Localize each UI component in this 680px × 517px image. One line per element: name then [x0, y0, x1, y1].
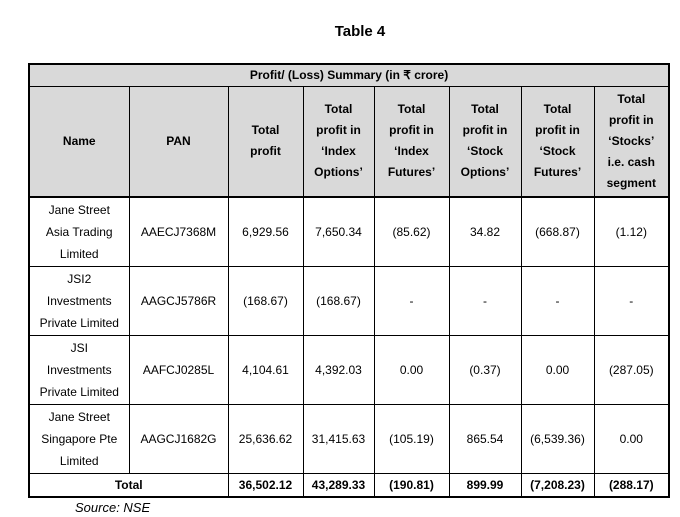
entity-name-cell: Jane Street Asia Trading Limited [28, 196, 130, 267]
index-options-cell: 7,650.34 [302, 196, 375, 267]
column-header-row: Name PAN Total profit Total profit in ‘I… [28, 85, 670, 198]
column-header-stock-options: Total profit in ‘Stock Options’ [448, 85, 522, 198]
index-futures-cell: (105.19) [373, 404, 450, 474]
cash-segment-cell: (287.05) [593, 335, 670, 405]
stock-options-cell: (0.37) [448, 335, 522, 405]
total-profit-cell: 6,929.56 [227, 196, 304, 267]
index-options-cell: 4,392.03 [302, 335, 375, 405]
table-caption-row: Profit/ (Loss) Summary (in ₹ crore) [28, 63, 670, 87]
cash-segment-cell: - [593, 266, 670, 336]
stock-options-cell: - [448, 266, 522, 336]
total-row: Total 36,502.12 43,289.33 (190.81) 899.9… [28, 473, 670, 497]
pan-cell: AAFCJ0285L [128, 335, 229, 405]
cash-segment-total-cell: (288.17) [593, 473, 670, 497]
cash-segment-cell: 0.00 [593, 404, 670, 474]
stock-futures-total-cell: (7,208.23) [520, 473, 595, 497]
table-row: Jane Street Singapore Pte Limited AAGCJ1… [28, 404, 670, 474]
index-futures-cell: - [373, 266, 450, 336]
stock-options-cell: 34.82 [448, 196, 522, 267]
index-options-total-cell: 43,289.33 [302, 473, 375, 497]
entity-name-cell: JSI Investments Private Limited [28, 335, 130, 405]
total-profit-cell: (168.67) [227, 266, 304, 336]
column-header-pan: PAN [128, 85, 229, 198]
page-title: Table 4 [334, 23, 386, 40]
total-label-cell: Total [28, 473, 229, 497]
index-options-cell: (168.67) [302, 266, 375, 336]
table-row: Jane Street Asia Trading Limited AAECJ73… [28, 196, 670, 267]
pan-cell: AAGCJ5786R [128, 266, 229, 336]
stock-futures-cell: - [520, 266, 595, 336]
index-futures-total-cell: (190.81) [373, 473, 450, 497]
stock-options-cell: 865.54 [448, 404, 522, 474]
column-header-index-futures: Total profit in ‘Index Futures’ [373, 85, 450, 198]
table-source: Source: NSE [75, 499, 151, 515]
table-container: Profit/ (Loss) Summary (in ₹ crore) Name… [28, 63, 671, 498]
entity-name-cell: JSI2 Investments Private Limited [28, 266, 130, 336]
table-row: JSI Investments Private Limited AAFCJ028… [28, 335, 670, 405]
pan-cell: AAECJ7368M [128, 196, 229, 267]
stock-futures-cell: 0.00 [520, 335, 595, 405]
pan-cell: AAGCJ1682G [128, 404, 229, 474]
column-header-total-profit: Total profit [227, 85, 304, 198]
stock-options-total-cell: 899.99 [448, 473, 522, 497]
stock-futures-cell: (6,539.36) [520, 404, 595, 474]
column-header-index-options: Total profit in ‘Index Options’ [302, 85, 375, 198]
cash-segment-cell: (1.12) [593, 196, 670, 267]
table-caption: Profit/ (Loss) Summary (in ₹ crore) [28, 63, 670, 87]
stock-futures-cell: (668.87) [520, 196, 595, 267]
index-futures-cell: (85.62) [373, 196, 450, 267]
total-profit-cell: 25,636.62 [227, 404, 304, 474]
column-header-cash-segment: Total profit in ‘Stocks’ i.e. cash segme… [593, 85, 670, 198]
index-options-cell: 31,415.63 [302, 404, 375, 474]
total-profit-cell: 4,104.61 [227, 335, 304, 405]
total-profit-total-cell: 36,502.12 [227, 473, 304, 497]
table-row: JSI2 Investments Private Limited AAGCJ57… [28, 266, 670, 336]
profit-loss-summary-table: Profit/ (Loss) Summary (in ₹ crore) Name… [28, 63, 671, 498]
index-futures-cell: 0.00 [373, 335, 450, 405]
column-header-name: Name [28, 85, 130, 198]
column-header-stock-futures: Total profit in ‘Stock Futures’ [520, 85, 595, 198]
entity-name-cell: Jane Street Singapore Pte Limited [28, 404, 130, 474]
